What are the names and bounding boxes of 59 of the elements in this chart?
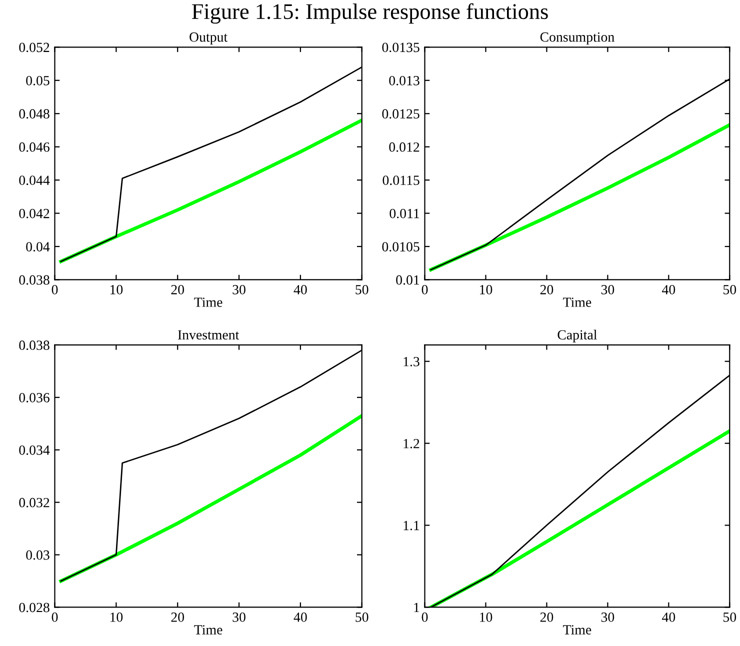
x-tick-label: 0 [52, 284, 58, 294]
caption: Figure 1.15: Impulse response functions [192, 3, 548, 24]
x-tick-label: 20 [171, 612, 184, 622]
y-tick-label: 0.012 [389, 142, 420, 152]
x-tick-label: 10 [480, 612, 492, 622]
chart-title: Investment [178, 330, 240, 340]
x-axis-title: Time [563, 298, 592, 307]
x-tick-label: 30 [601, 612, 614, 622]
x-tick-label: 0 [422, 612, 428, 622]
y-tick-label: 0.038 [19, 340, 50, 350]
y-tick-label: 0.05 [26, 76, 50, 86]
x-tick-label: 20 [171, 284, 184, 294]
y-tick-label: 0.038 [19, 275, 50, 285]
x-tick-label: 40 [294, 284, 307, 294]
y-tick-label: 0.013 [389, 76, 420, 86]
y-tick-label: 0.011 [390, 208, 420, 218]
y-tick-label: 0.0135 [382, 42, 420, 52]
x-tick-label: 50 [356, 284, 368, 294]
x-axis-title: Time [194, 625, 222, 634]
y-tick-label: 0.0125 [382, 109, 420, 119]
x-tick-label: 40 [662, 612, 676, 622]
y-tick-label: 1.3 [404, 356, 420, 366]
y-tick-label: 1 [414, 602, 420, 612]
y-tick-label: 0.052 [19, 42, 50, 52]
y-tick-label: 0.01 [396, 275, 420, 285]
x-axis-title: Time [563, 625, 592, 634]
x-tick-label: 0 [422, 284, 428, 294]
x-tick-label: 40 [294, 612, 307, 622]
chart-title: Output [190, 32, 228, 45]
x-tick-label: 20 [540, 612, 554, 622]
chart-title: Consumption [540, 32, 614, 45]
x-tick-label: 50 [724, 612, 736, 622]
y-tick-label: 1.2 [404, 438, 420, 448]
x-axis-title: Time [194, 298, 222, 307]
x-tick-label: 30 [232, 612, 246, 622]
x-tick-label: 20 [540, 284, 554, 294]
x-tick-label: 30 [601, 284, 614, 294]
x-tick-label: 10 [480, 284, 492, 294]
y-tick-label: 0.048 [19, 109, 50, 119]
chart-title: Capital [558, 330, 597, 342]
y-tick-label: 0.036 [19, 393, 50, 402]
y-tick-label: 1.1 [404, 520, 420, 530]
x-tick-label: 10 [110, 612, 123, 622]
y-tick-label: 0.042 [19, 208, 50, 218]
y-tick-label: 0.0115 [382, 176, 420, 186]
x-tick-label: 50 [724, 284, 736, 294]
x-tick-label: 30 [232, 284, 246, 294]
x-tick-label: 40 [662, 284, 676, 294]
x-tick-label: 0 [52, 612, 58, 622]
x-tick-label: 50 [356, 612, 368, 622]
y-tick-label: 0.0105 [382, 242, 420, 252]
y-tick-label: 0.03 [26, 550, 50, 560]
y-tick-label: 0.032 [19, 498, 50, 508]
y-tick-label: 0.044 [19, 176, 50, 186]
y-tick-label: 0.028 [19, 602, 50, 612]
y-tick-label: 0.034 [19, 445, 50, 455]
x-tick-label: 10 [110, 284, 123, 294]
y-tick-label: 0.04 [26, 242, 50, 252]
y-tick-label: 0.046 [19, 142, 50, 152]
